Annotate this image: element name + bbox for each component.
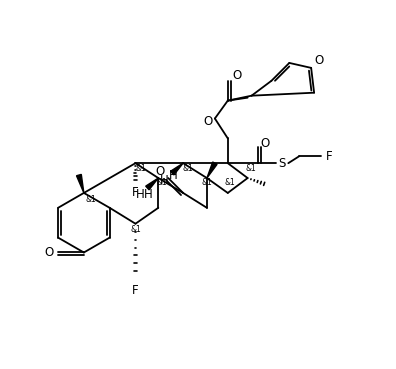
Polygon shape (171, 163, 183, 175)
Text: O: O (261, 137, 270, 150)
Text: &1: &1 (157, 177, 168, 186)
Text: O: O (314, 55, 324, 68)
Polygon shape (146, 178, 158, 190)
Text: &1: &1 (135, 163, 146, 173)
Text: H: H (160, 173, 169, 187)
Text: O: O (44, 246, 54, 259)
Text: &1: &1 (86, 195, 96, 204)
Text: H: H (136, 189, 145, 201)
Text: O: O (203, 115, 213, 128)
Text: H: H (144, 189, 153, 201)
Text: O: O (156, 165, 165, 177)
Text: S: S (279, 157, 286, 170)
Text: F: F (132, 186, 139, 199)
Text: &1: &1 (202, 177, 212, 186)
Text: F: F (132, 284, 139, 297)
Text: F: F (326, 150, 332, 163)
Text: &1: &1 (245, 163, 256, 173)
Text: &1: &1 (183, 163, 194, 173)
Polygon shape (76, 175, 84, 193)
Text: &1: &1 (225, 177, 235, 186)
Text: O: O (232, 69, 241, 82)
Text: &1: &1 (130, 225, 141, 234)
Text: H: H (169, 169, 177, 182)
Polygon shape (207, 162, 217, 178)
